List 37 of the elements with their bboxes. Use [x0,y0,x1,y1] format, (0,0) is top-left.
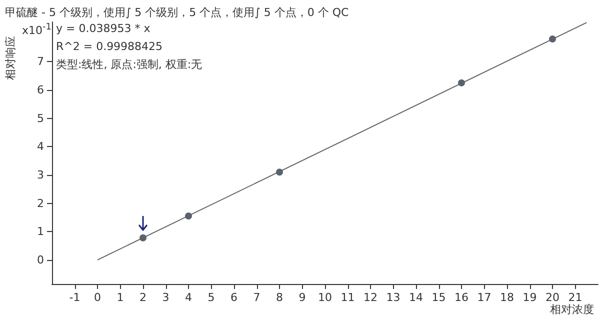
y-axis-title: 相对响应 [4,36,17,80]
x-tick-label: 12 [364,291,378,304]
x-tick-label: 16 [454,291,468,304]
x-tick-label: 14 [409,291,423,304]
y-tick-label: 2 [37,196,44,210]
annotation: y = 0.038953 * x [56,22,151,35]
y-tick-label: 1 [37,225,44,238]
x-axis-title: 相对浓度 [550,303,594,316]
x-tick-label: 18 [500,291,514,304]
x-tick-label: 7 [253,291,260,304]
x-tick-label: 4 [185,291,192,304]
y-tick-label: 0 [37,253,44,266]
y-tick-label: 6 [37,83,44,96]
x-tick-label: 6 [230,291,238,304]
x-tick-label: 19 [522,291,537,304]
y-tick-label: 7 [37,55,44,68]
x-tick-label: 3 [162,291,170,304]
x-tick-label: 8 [276,291,283,304]
y-tick-label: 5 [37,112,44,125]
x-tick-label: 9 [298,291,306,304]
x-tick-label: 2 [140,291,146,304]
x-tick-label: 13 [386,291,400,304]
x-tick-label: 11 [340,291,355,304]
x-tick-label: 20 [546,291,560,304]
x-tick-label: 15 [432,291,446,304]
annotation: 类型:线性, 原点:强制, 权重:无 [56,58,202,71]
y-tick-label: 3 [37,168,44,182]
x-tick-label: 5 [208,291,215,304]
x-tick-label: 1 [116,291,124,304]
annotation: R^2 = 0.99988425 [56,40,163,53]
chart-title: 甲硫醚 - 5 个级别，使用∫ 5 个级别，5 个点，使用∫ 5 个点，0 个 QC [5,6,350,19]
x-tick-label: 17 [477,291,492,304]
x-tick-label: 21 [568,291,582,304]
x-tick-label: 10 [318,291,332,304]
x-tick-label: -1 [69,291,80,304]
y-tick-label: 4 [37,140,44,154]
x-tick-label: 0 [94,291,101,304]
